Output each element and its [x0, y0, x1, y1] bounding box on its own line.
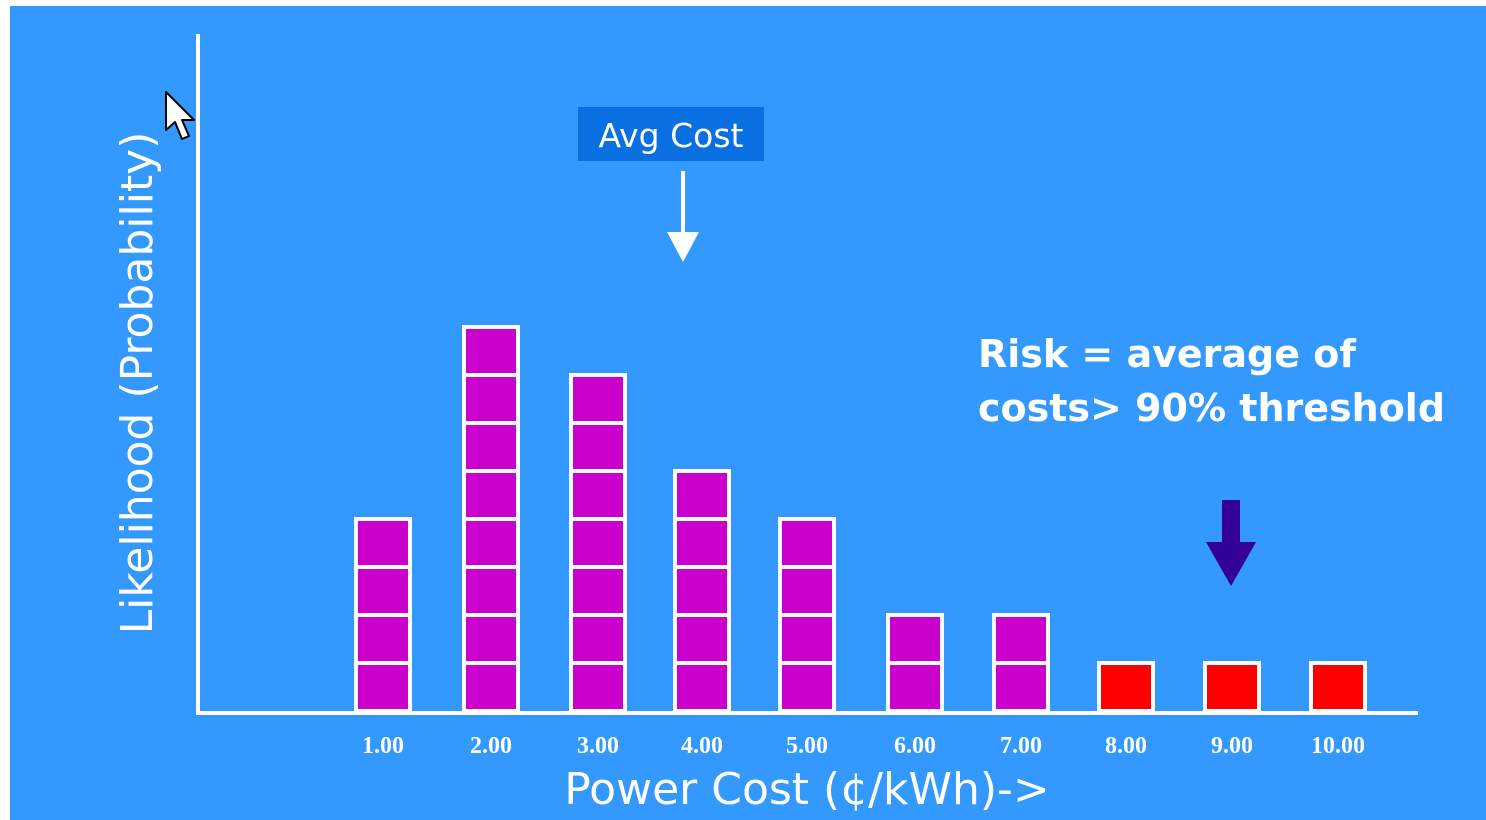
bar-block-4.00-3 [673, 565, 731, 617]
risk-annotation: Risk = average of costs> 90% threshold [978, 332, 1445, 586]
x-tick-label: 4.00 [681, 733, 723, 759]
bar-block-4.00-1 [673, 661, 731, 713]
bar-block-2.00-8 [462, 325, 520, 377]
bar-block-1.00-3 [354, 565, 412, 617]
bar-block-5.00-4 [778, 517, 836, 569]
bar-block-3.00-4 [569, 517, 627, 569]
avg-cost-callout: Avg Cost [578, 107, 764, 262]
x-tick-labels: 1.00 2.00 3.00 4.00 5.00 6.00 7.00 8.00 9.00 10.0… [362, 733, 1365, 759]
bar-block-1.00-1 [354, 661, 412, 713]
bar-block-2.00-3 [462, 565, 520, 617]
bars-group [354, 325, 1367, 713]
bar-block-9.00-1 [1203, 661, 1261, 713]
bar-block-4.00-5 [673, 469, 731, 521]
bar-block-5.00-3 [778, 565, 836, 617]
bar-block-6.00-2 [886, 613, 944, 665]
bar-block-7.00-2 [992, 613, 1050, 665]
risk-line-2: costs> 90% threshold [978, 386, 1445, 430]
bar-block-10.00-1 [1309, 661, 1367, 713]
x-tick-label: 1.00 [362, 733, 404, 759]
bar-block-1.00-2 [354, 613, 412, 665]
bar-block-3.00-7 [569, 373, 627, 425]
y-axis-title: Likelihood (Probability) [112, 132, 163, 635]
bar-block-3.00-1 [569, 661, 627, 713]
x-tick-label: 9.00 [1211, 733, 1253, 759]
x-tick-label: 5.00 [786, 733, 828, 759]
bar-block-4.00-4 [673, 517, 731, 569]
bar-block-2.00-7 [462, 373, 520, 425]
risk-arrow-shaft [1222, 500, 1240, 546]
bar-block-2.00-6 [462, 421, 520, 473]
bar-block-1.00-4 [354, 517, 412, 569]
x-tick-label: 7.00 [1000, 733, 1042, 759]
x-tick-label: 2.00 [470, 733, 512, 759]
x-tick-label: 8.00 [1105, 733, 1147, 759]
avg-cost-box [578, 107, 764, 161]
x-tick-label: 10.00 [1311, 733, 1365, 759]
bar-block-2.00-2 [462, 613, 520, 665]
bar-block-7.00-1 [992, 661, 1050, 713]
histogram-chart: 1.00 2.00 3.00 4.00 5.00 6.00 7.00 8.00 9.00 10.0… [112, 34, 1445, 815]
bar-block-3.00-6 [569, 421, 627, 473]
mouse-pointer-icon [165, 91, 195, 140]
bar-block-2.00-1 [462, 661, 520, 713]
x-tick-label: 6.00 [894, 733, 936, 759]
x-tick-label: 3.00 [577, 733, 619, 759]
bar-block-8.00-1 [1097, 661, 1155, 713]
bar-block-6.00-1 [886, 661, 944, 713]
bar-block-3.00-3 [569, 565, 627, 617]
risk-arrow-head [1206, 542, 1256, 586]
avg-cost-arrow-head [667, 232, 699, 262]
bar-block-5.00-1 [778, 661, 836, 713]
bar-block-2.00-4 [462, 517, 520, 569]
bar-block-3.00-2 [569, 613, 627, 665]
bar-block-5.00-2 [778, 613, 836, 665]
bar-block-4.00-2 [673, 613, 731, 665]
x-axis-title: Power Cost (¢/kWh)-> [564, 764, 1050, 815]
bar-block-2.00-5 [462, 469, 520, 521]
bar-block-3.00-5 [569, 469, 627, 521]
avg-cost-label: Avg Cost [599, 116, 744, 155]
risk-line-1: Risk = average of [978, 332, 1356, 376]
